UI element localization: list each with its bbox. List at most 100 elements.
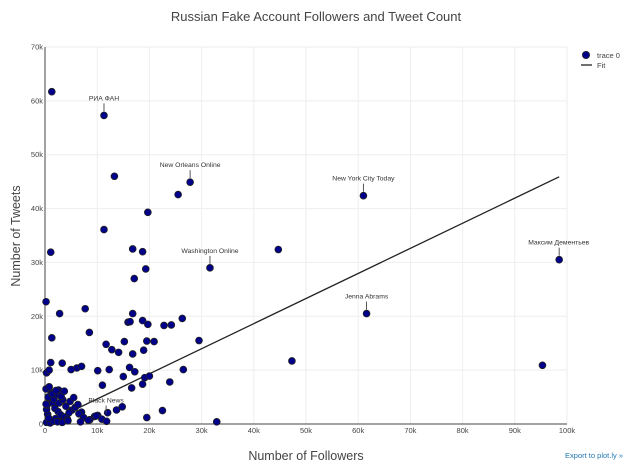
data-point [158,406,167,415]
data-point [110,172,119,181]
x-tick-label: 100k [559,426,576,435]
data-point [128,309,137,318]
x-tick-label: 30k [196,426,208,435]
y-tick-label: 50k [31,150,43,159]
y-tick-label: 70k [31,43,43,52]
x-tick-label: 20k [143,426,155,435]
export-to-plotly-link[interactable]: Export to plot.ly » [565,451,623,460]
x-tick-label: 40k [248,426,260,435]
annotation-label: Максим Дементьев [528,240,589,247]
x-tick-label: 80k [457,426,469,435]
data-point [92,412,100,420]
data-point [127,384,136,392]
y-tick-label: 30k [31,258,43,267]
data-point [100,225,108,234]
legend-marker-trace-0 [582,51,591,60]
data-point [114,348,123,357]
data-point [108,345,116,354]
data-point [165,378,174,386]
data-point [65,408,73,417]
data-point [67,365,75,374]
fit-series [44,176,560,425]
data-point [160,321,168,330]
data-point [206,264,214,272]
y-tick-label: 60k [31,96,43,105]
data-point [186,178,194,186]
data-point [47,87,56,96]
data-point [128,245,137,253]
data-point [138,247,147,256]
fit-line [44,176,560,425]
data-point [138,316,147,325]
data-point [42,400,50,408]
data-point [100,111,108,120]
x-tick-label: 70k [404,426,416,435]
data-point [77,362,86,371]
data-point [141,265,150,273]
x-axis-title: Number of Followers [248,449,363,463]
chart-title: Russian Fake Account Followers and Tweet… [171,9,462,24]
annotation-label: Jenna Abrams [345,294,389,301]
annotation-label: New Orleans Online [160,162,221,169]
data-point [130,274,139,283]
data-point [359,191,368,200]
legend-label-fit: Fit [597,61,606,70]
y-tick-label: 20k [31,312,43,321]
data-point [98,381,107,390]
data-point [64,416,72,425]
data-point [288,357,296,365]
data-point [212,418,221,426]
data-point [174,190,182,199]
data-point [52,386,60,395]
annotation-label: Washington Online [181,248,238,255]
data-point [55,309,64,318]
grid [45,46,568,424]
data-point [102,340,110,349]
data-point [103,408,112,417]
data-point [105,365,114,374]
data-point [84,416,93,425]
data-point [93,366,102,375]
data-point [178,314,187,323]
data-point [81,304,89,313]
x-tick-label: 60k [352,426,364,435]
y-tick-label: 10k [31,366,43,375]
data-point [47,334,56,342]
data-point [145,372,154,380]
data-point [125,363,134,372]
data-point [118,402,127,411]
y-tick-label: 0 [39,420,43,429]
data-point [45,366,53,374]
data-point [144,320,152,329]
data-point [102,417,111,426]
data-point [128,350,137,358]
data-point [60,387,69,395]
data-point [74,400,82,409]
data-point [142,413,151,422]
data-point [119,372,128,381]
axes: 0 10k 20k 30k 40k 50k 60k 70k 80k 90k 100k 0 10k 20k 3… [31,43,575,436]
data-point [538,361,547,370]
data-point [142,337,151,345]
x-tick-label: 90k [509,426,521,435]
data-point [139,346,148,355]
data-point [362,309,371,318]
data-point [62,402,70,411]
y-axis-title: Number of Tweets [9,185,23,286]
data-point [274,245,283,254]
data-point [58,359,67,367]
data-point [85,328,94,337]
data-point [42,297,50,306]
data-point [144,208,152,217]
x-tick-label: 0 [43,426,47,435]
data-point [45,383,53,391]
data-point [112,406,121,414]
x-tick-label: 10k [91,426,103,435]
annotation-label: New York City Today [332,176,395,183]
x-tick-label: 50k [300,426,312,435]
data-point [120,337,129,346]
data-point [76,418,85,426]
data-point [46,248,55,256]
scatter-series [42,87,563,427]
